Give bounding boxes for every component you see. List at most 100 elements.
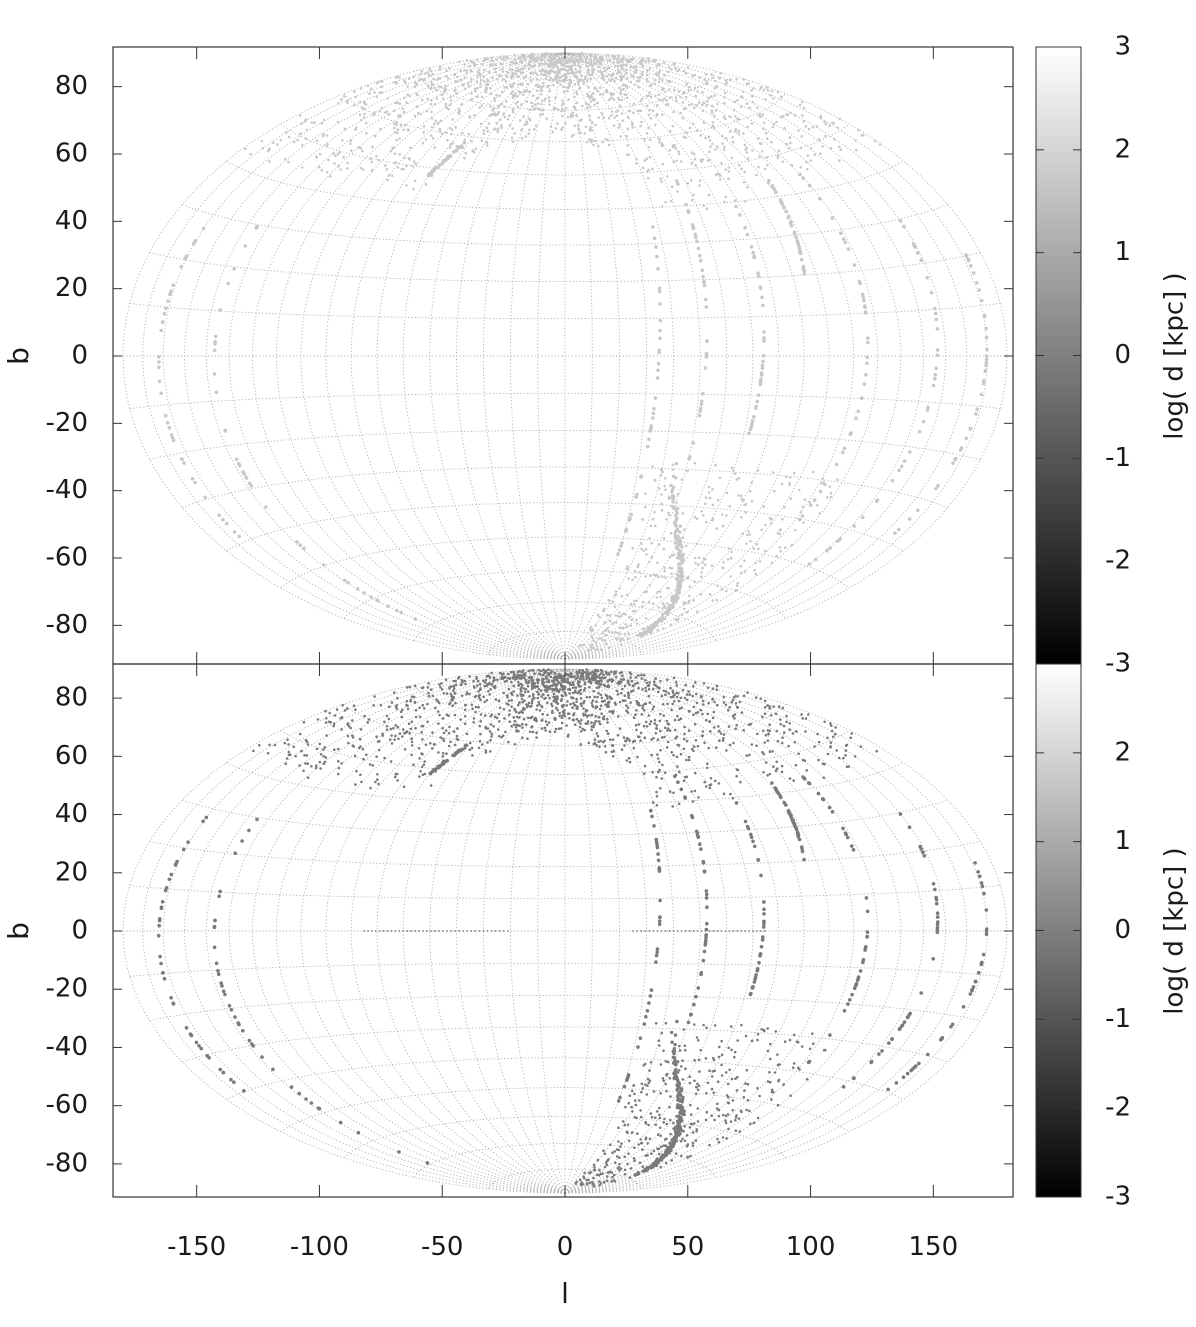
data-point [541,680,544,683]
data-point [549,90,552,93]
data-point [554,698,557,701]
data-point [503,717,506,720]
data-point [762,900,766,904]
data-point [220,984,224,988]
data-point [396,707,399,710]
data-point [562,74,565,77]
data-point [649,723,652,726]
data-point [545,117,548,120]
data-point [513,54,516,57]
data-point [521,698,524,701]
data-point [698,842,702,846]
data-point [705,354,709,358]
data-point [405,101,408,104]
data-point [244,148,247,151]
data-point [621,748,624,751]
data-point [674,514,677,517]
data-point [576,93,579,96]
data-point [730,557,733,560]
data-point [366,721,369,724]
data-point [262,147,265,150]
data-point [507,118,510,121]
data-point [759,87,762,90]
data-point [695,1086,698,1089]
data-point [577,81,580,84]
data-point [497,127,500,130]
data-point [410,699,413,702]
data-point [673,1070,676,1073]
data-point [705,1057,708,1060]
data-point [484,726,487,729]
data-point [577,83,580,86]
data-point [657,74,660,77]
data-point [620,89,623,92]
data-point [267,752,270,755]
data-point [734,472,737,475]
data-point [579,677,582,680]
data-point [513,62,516,65]
data-point [728,706,731,709]
data-point [649,1079,652,1082]
data-point [410,737,413,740]
data-point [714,1024,717,1027]
data-point [821,145,824,148]
data-point [739,701,742,704]
data-point [610,75,613,78]
data-point [608,686,611,689]
data-point [735,1129,738,1132]
data-point [541,713,544,716]
data-point [696,90,699,93]
data-point [499,119,502,122]
data-point [661,576,664,579]
data-point [631,1131,634,1134]
data-point [414,685,417,688]
data-point [650,1112,653,1115]
data-point [580,675,583,678]
data-point [384,164,387,167]
data-point [769,1081,772,1084]
data-point [674,729,677,732]
data-point [645,617,648,620]
data-point [661,777,664,780]
data-point [836,539,840,543]
data-point [579,722,582,725]
data-point [517,704,520,707]
data-point [585,102,588,105]
data-point [493,97,496,100]
data-point [685,82,688,85]
data-point [589,106,592,109]
data-point [439,68,442,71]
data-point [783,801,787,805]
data-point [936,911,940,915]
data-point [607,1171,610,1174]
data-point [691,199,694,202]
data-point [693,1122,696,1125]
data-point [391,742,394,745]
data-point [755,744,758,747]
data-point [319,761,322,764]
data-point [556,76,559,79]
data-point [336,708,339,711]
data-point [658,869,662,873]
data-point [749,427,753,431]
data-point [688,729,691,732]
data-point [657,771,660,774]
data-point [757,393,761,397]
data-point [658,1153,661,1156]
data-point [901,1023,905,1027]
data-point [464,709,467,712]
data-point [535,731,538,734]
data-point [777,1064,780,1067]
data-point [431,731,434,734]
data-point [637,565,640,568]
data-point [489,676,492,679]
data-point [540,689,543,692]
data-point [724,92,727,95]
data-point [592,144,595,147]
data-point [561,115,564,118]
data-point [835,463,839,467]
data-point [644,687,647,690]
data-point [695,239,699,243]
data-point [745,543,748,546]
data-point [375,735,378,738]
